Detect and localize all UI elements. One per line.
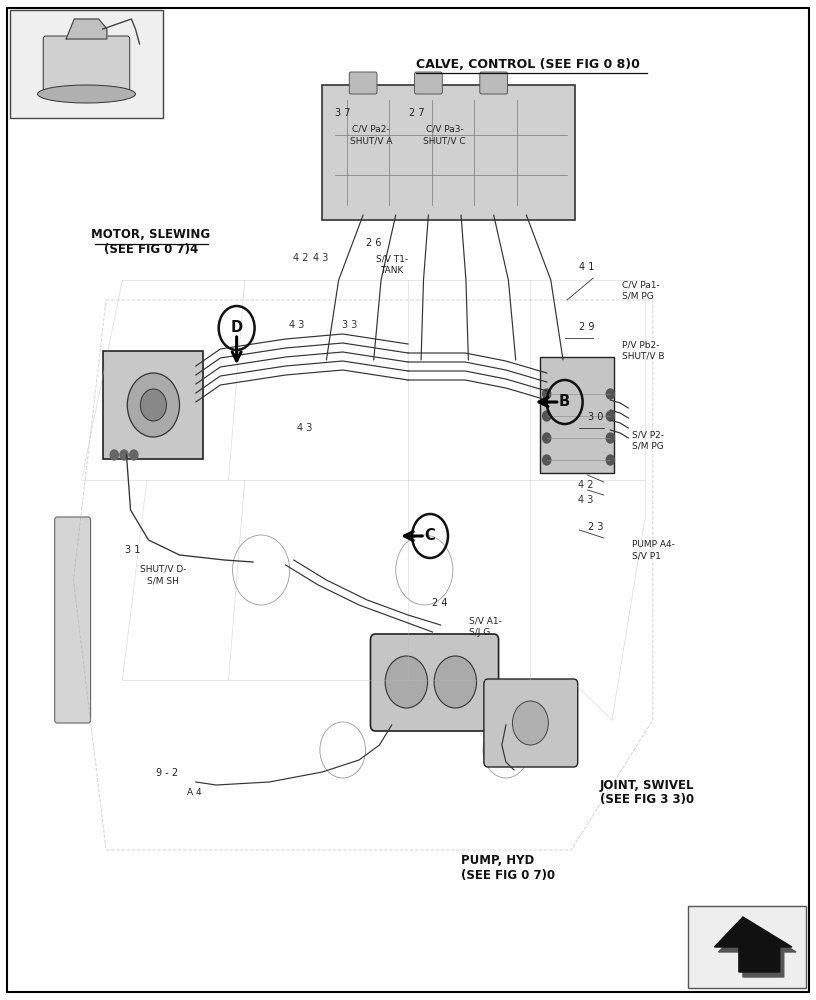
Text: 2 4: 2 4 (432, 598, 447, 608)
Text: PUMP, HYD: PUMP, HYD (461, 854, 534, 866)
Text: A 4: A 4 (187, 788, 202, 797)
Polygon shape (714, 917, 792, 972)
Text: C/V Pa3-
SHUT/V C: C/V Pa3- SHUT/V C (424, 125, 466, 145)
Circle shape (606, 389, 614, 399)
Text: (SEE FIG 0 7)0: (SEE FIG 0 7)0 (461, 868, 555, 882)
Circle shape (434, 656, 477, 708)
Text: C: C (424, 528, 436, 544)
Text: 2 7: 2 7 (409, 108, 424, 118)
Text: D: D (231, 320, 242, 336)
FancyBboxPatch shape (370, 634, 499, 731)
Text: JOINT, SWIVEL: JOINT, SWIVEL (600, 778, 694, 792)
Polygon shape (66, 19, 107, 39)
Text: 3 7: 3 7 (335, 108, 351, 118)
Circle shape (512, 701, 548, 745)
Text: 2 9: 2 9 (579, 322, 594, 332)
Text: 4 1: 4 1 (579, 262, 594, 272)
FancyBboxPatch shape (349, 72, 377, 94)
Text: 4 3: 4 3 (297, 423, 312, 433)
Circle shape (606, 455, 614, 465)
Text: 2 3: 2 3 (588, 522, 604, 532)
Text: C/V Pa2-
SHUT/V A: C/V Pa2- SHUT/V A (350, 125, 392, 145)
Circle shape (543, 389, 551, 399)
Circle shape (110, 450, 118, 460)
Text: (SEE FIG 3 3)0: (SEE FIG 3 3)0 (600, 794, 694, 806)
Text: 4 2: 4 2 (293, 253, 308, 263)
Circle shape (606, 433, 614, 443)
Bar (10, 10, 163, 118)
Text: 3 1: 3 1 (125, 545, 140, 555)
Circle shape (543, 433, 551, 443)
Text: PUMP A4-
S/V P1: PUMP A4- S/V P1 (632, 540, 676, 560)
FancyBboxPatch shape (415, 72, 442, 94)
Circle shape (543, 411, 551, 421)
FancyBboxPatch shape (322, 85, 575, 220)
Text: 2 6: 2 6 (366, 238, 382, 248)
Circle shape (543, 455, 551, 465)
Text: (SEE FIG 0 7)4: (SEE FIG 0 7)4 (104, 243, 198, 256)
FancyBboxPatch shape (103, 351, 203, 459)
Text: S/V T1-
TANK: S/V T1- TANK (375, 255, 408, 275)
Text: CALVE, CONTROL (SEE FIG 0 8)0: CALVE, CONTROL (SEE FIG 0 8)0 (416, 58, 640, 72)
Text: 3 0: 3 0 (588, 412, 604, 422)
Circle shape (140, 389, 166, 421)
Text: 9 - 2: 9 - 2 (156, 768, 178, 778)
FancyBboxPatch shape (43, 36, 130, 92)
Circle shape (606, 411, 614, 421)
Circle shape (385, 656, 428, 708)
Text: SHUT/V D-
S/M SH: SHUT/V D- S/M SH (140, 565, 186, 585)
Text: S/V A1-
S/J G: S/V A1- S/J G (469, 617, 502, 637)
Polygon shape (718, 922, 796, 977)
FancyBboxPatch shape (480, 72, 508, 94)
Text: P/V Pb2-
SHUT/V B: P/V Pb2- SHUT/V B (622, 340, 664, 360)
Text: C/V Pa1-
S/M PG: C/V Pa1- S/M PG (622, 280, 659, 300)
Text: 3 3: 3 3 (342, 320, 357, 330)
Text: 4 3: 4 3 (579, 495, 593, 505)
Circle shape (120, 450, 128, 460)
FancyBboxPatch shape (484, 679, 578, 767)
Text: B: B (559, 394, 570, 410)
Text: MOTOR, SLEWING: MOTOR, SLEWING (91, 229, 211, 241)
Circle shape (127, 373, 180, 437)
Text: 4 3: 4 3 (289, 320, 304, 330)
Ellipse shape (38, 85, 135, 103)
Circle shape (130, 450, 138, 460)
Bar (688, 906, 806, 988)
FancyBboxPatch shape (55, 517, 91, 723)
Text: 4 2: 4 2 (579, 480, 593, 490)
FancyBboxPatch shape (540, 357, 614, 473)
Text: S/V P2-
S/M PG: S/V P2- S/M PG (632, 430, 664, 450)
Text: 4 3: 4 3 (313, 253, 328, 263)
